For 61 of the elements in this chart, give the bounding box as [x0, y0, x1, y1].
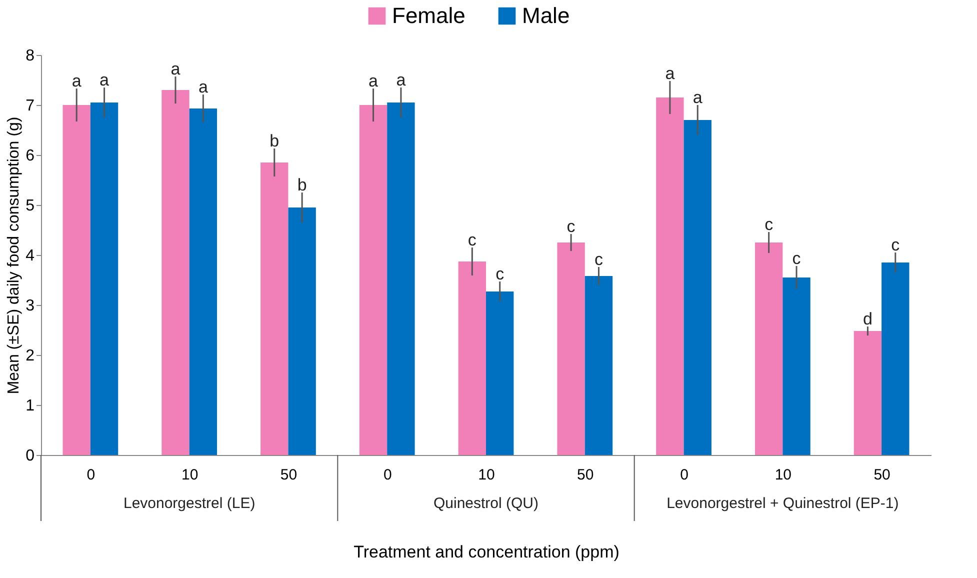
annotation: c: [594, 250, 604, 269]
x-tick-label: 10: [181, 466, 198, 484]
annotation: a: [170, 60, 181, 78]
bar: [62, 105, 90, 455]
text: Quinestrol (QU): [433, 495, 539, 512]
y-tick-label: 3: [26, 298, 35, 314]
bar: [584, 276, 613, 455]
x-tick-label: 50: [874, 466, 890, 484]
bar: [458, 262, 486, 455]
annotation: a: [368, 72, 379, 90]
x-tick-label: 0: [680, 466, 688, 484]
y-tick-label: 8: [26, 48, 35, 64]
y-tick-label: 5: [26, 198, 35, 214]
bar: [854, 331, 882, 455]
x-tick-label: 10: [478, 466, 495, 484]
annotation: b: [270, 132, 280, 150]
bar: [387, 102, 415, 455]
bar: [90, 102, 118, 455]
annotation: a: [198, 78, 208, 96]
annotation: c: [764, 215, 774, 234]
x-tick-label: 0: [86, 466, 96, 484]
x-axis-title: Treatment and concentration (ppm): [354, 542, 620, 562]
annotation: a: [692, 88, 703, 107]
bar: [486, 292, 514, 455]
x-tick-label: 0: [383, 466, 392, 484]
bar: [189, 108, 218, 455]
x-tick-label: 50: [577, 466, 594, 484]
bar: [557, 242, 585, 455]
y-tick-label: 0: [26, 448, 35, 464]
legend-label: Male: [522, 3, 570, 28]
y-tick-label: 6: [26, 148, 35, 164]
y-tick-label: 4: [26, 248, 35, 264]
annotation: a: [72, 72, 82, 90]
annotation: c: [891, 236, 900, 254]
bar: [882, 262, 910, 455]
x-tick-label: 50: [280, 466, 298, 484]
annotation: c: [496, 264, 505, 284]
annotation: b: [297, 176, 307, 194]
y-tick-label: 7: [26, 98, 35, 114]
legend-label: Female: [392, 3, 466, 28]
y-tick-label: 1: [26, 398, 35, 414]
text: Levonorgestrel (LE): [123, 495, 256, 512]
annotation: c: [468, 230, 477, 250]
bar: [684, 120, 712, 455]
bar: [782, 278, 810, 455]
annotation: c: [792, 249, 802, 268]
bar: [288, 208, 316, 455]
bar: [260, 162, 288, 455]
x-tick-label: 10: [774, 466, 792, 484]
annotation: c: [566, 217, 576, 236]
text: Levonorgestrel + Quinestrol (EP-1): [666, 495, 899, 512]
y-axis-title: Mean (±SE) daily food consumption (g): [6, 116, 23, 394]
bar: [656, 98, 684, 455]
annotation: d: [862, 310, 872, 328]
y-tick-label: 2: [26, 348, 35, 364]
bar: [754, 242, 783, 455]
bar: [359, 105, 388, 455]
annotation: a: [100, 70, 110, 90]
annotation: a: [665, 64, 676, 83]
bar: [162, 90, 190, 455]
annotation: a: [396, 70, 406, 90]
